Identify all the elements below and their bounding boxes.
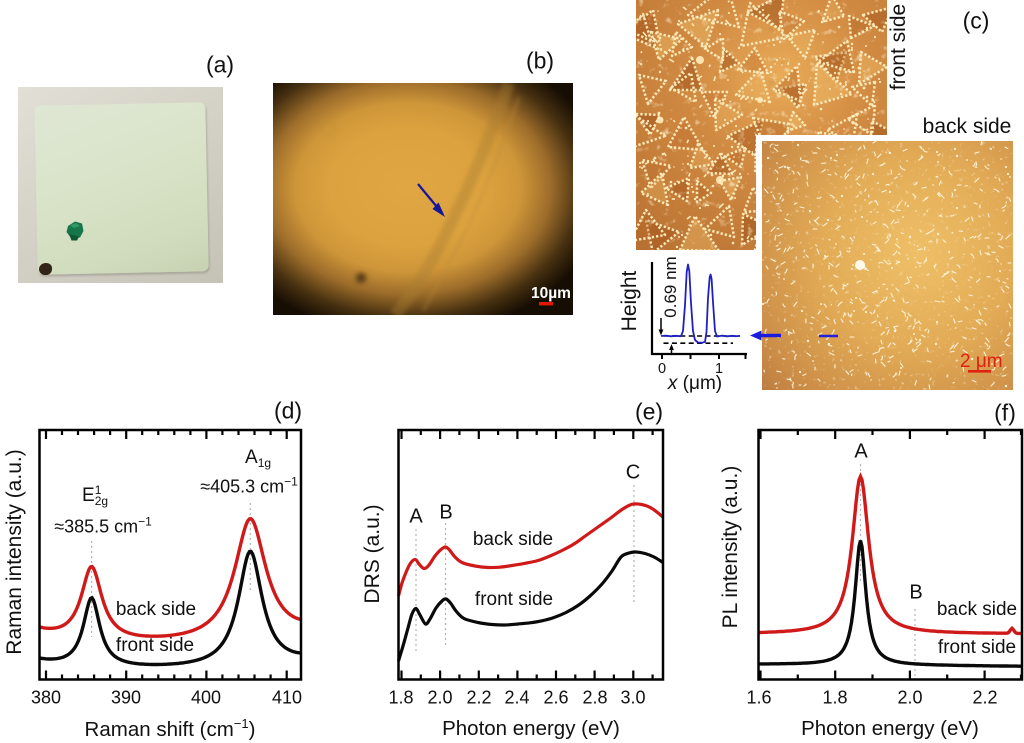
svg-text:10µm: 10µm (531, 285, 571, 302)
svg-text:1: 1 (715, 361, 723, 377)
svg-text:0: 0 (658, 361, 666, 377)
svg-text:2 μm: 2 μm (960, 351, 1003, 372)
